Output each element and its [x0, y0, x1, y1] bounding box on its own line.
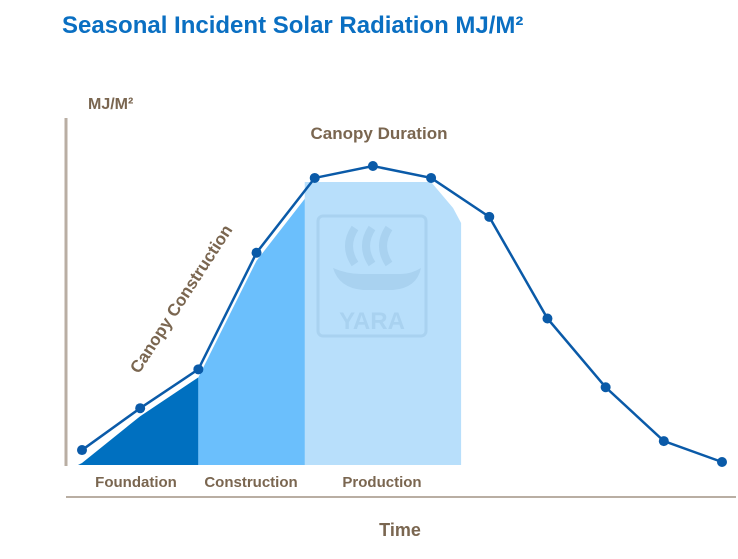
data-point	[309, 172, 320, 183]
data-point	[77, 445, 87, 456]
data-point	[193, 364, 204, 375]
phase-label-production: Production	[342, 474, 421, 491]
yara-logo-watermark: YARA	[316, 214, 428, 338]
canopy-duration-label: Canopy Duration	[311, 124, 448, 143]
phase-area-foundation	[78, 377, 199, 465]
data-point	[251, 247, 262, 258]
data-point	[135, 403, 146, 414]
svg-text:YARA: YARA	[339, 308, 405, 335]
data-point	[426, 172, 437, 183]
phase-area-production	[304, 181, 462, 465]
series-line	[81, 164, 723, 464]
phase-area-construction	[198, 185, 315, 465]
data-point	[542, 313, 553, 324]
data-point	[484, 211, 495, 222]
data-point	[600, 382, 611, 393]
data-point	[367, 161, 378, 171]
phase-label-foundation: Foundation	[95, 474, 177, 491]
chart-title: Seasonal Incident Solar Radiation MJ/M²	[62, 12, 524, 39]
phase-label-construction: Construction	[204, 474, 297, 491]
x-axis-label: Time	[379, 520, 421, 540]
data-point	[658, 436, 669, 447]
y-axis-label: MJ/M²	[88, 96, 133, 113]
data-point	[717, 457, 727, 468]
